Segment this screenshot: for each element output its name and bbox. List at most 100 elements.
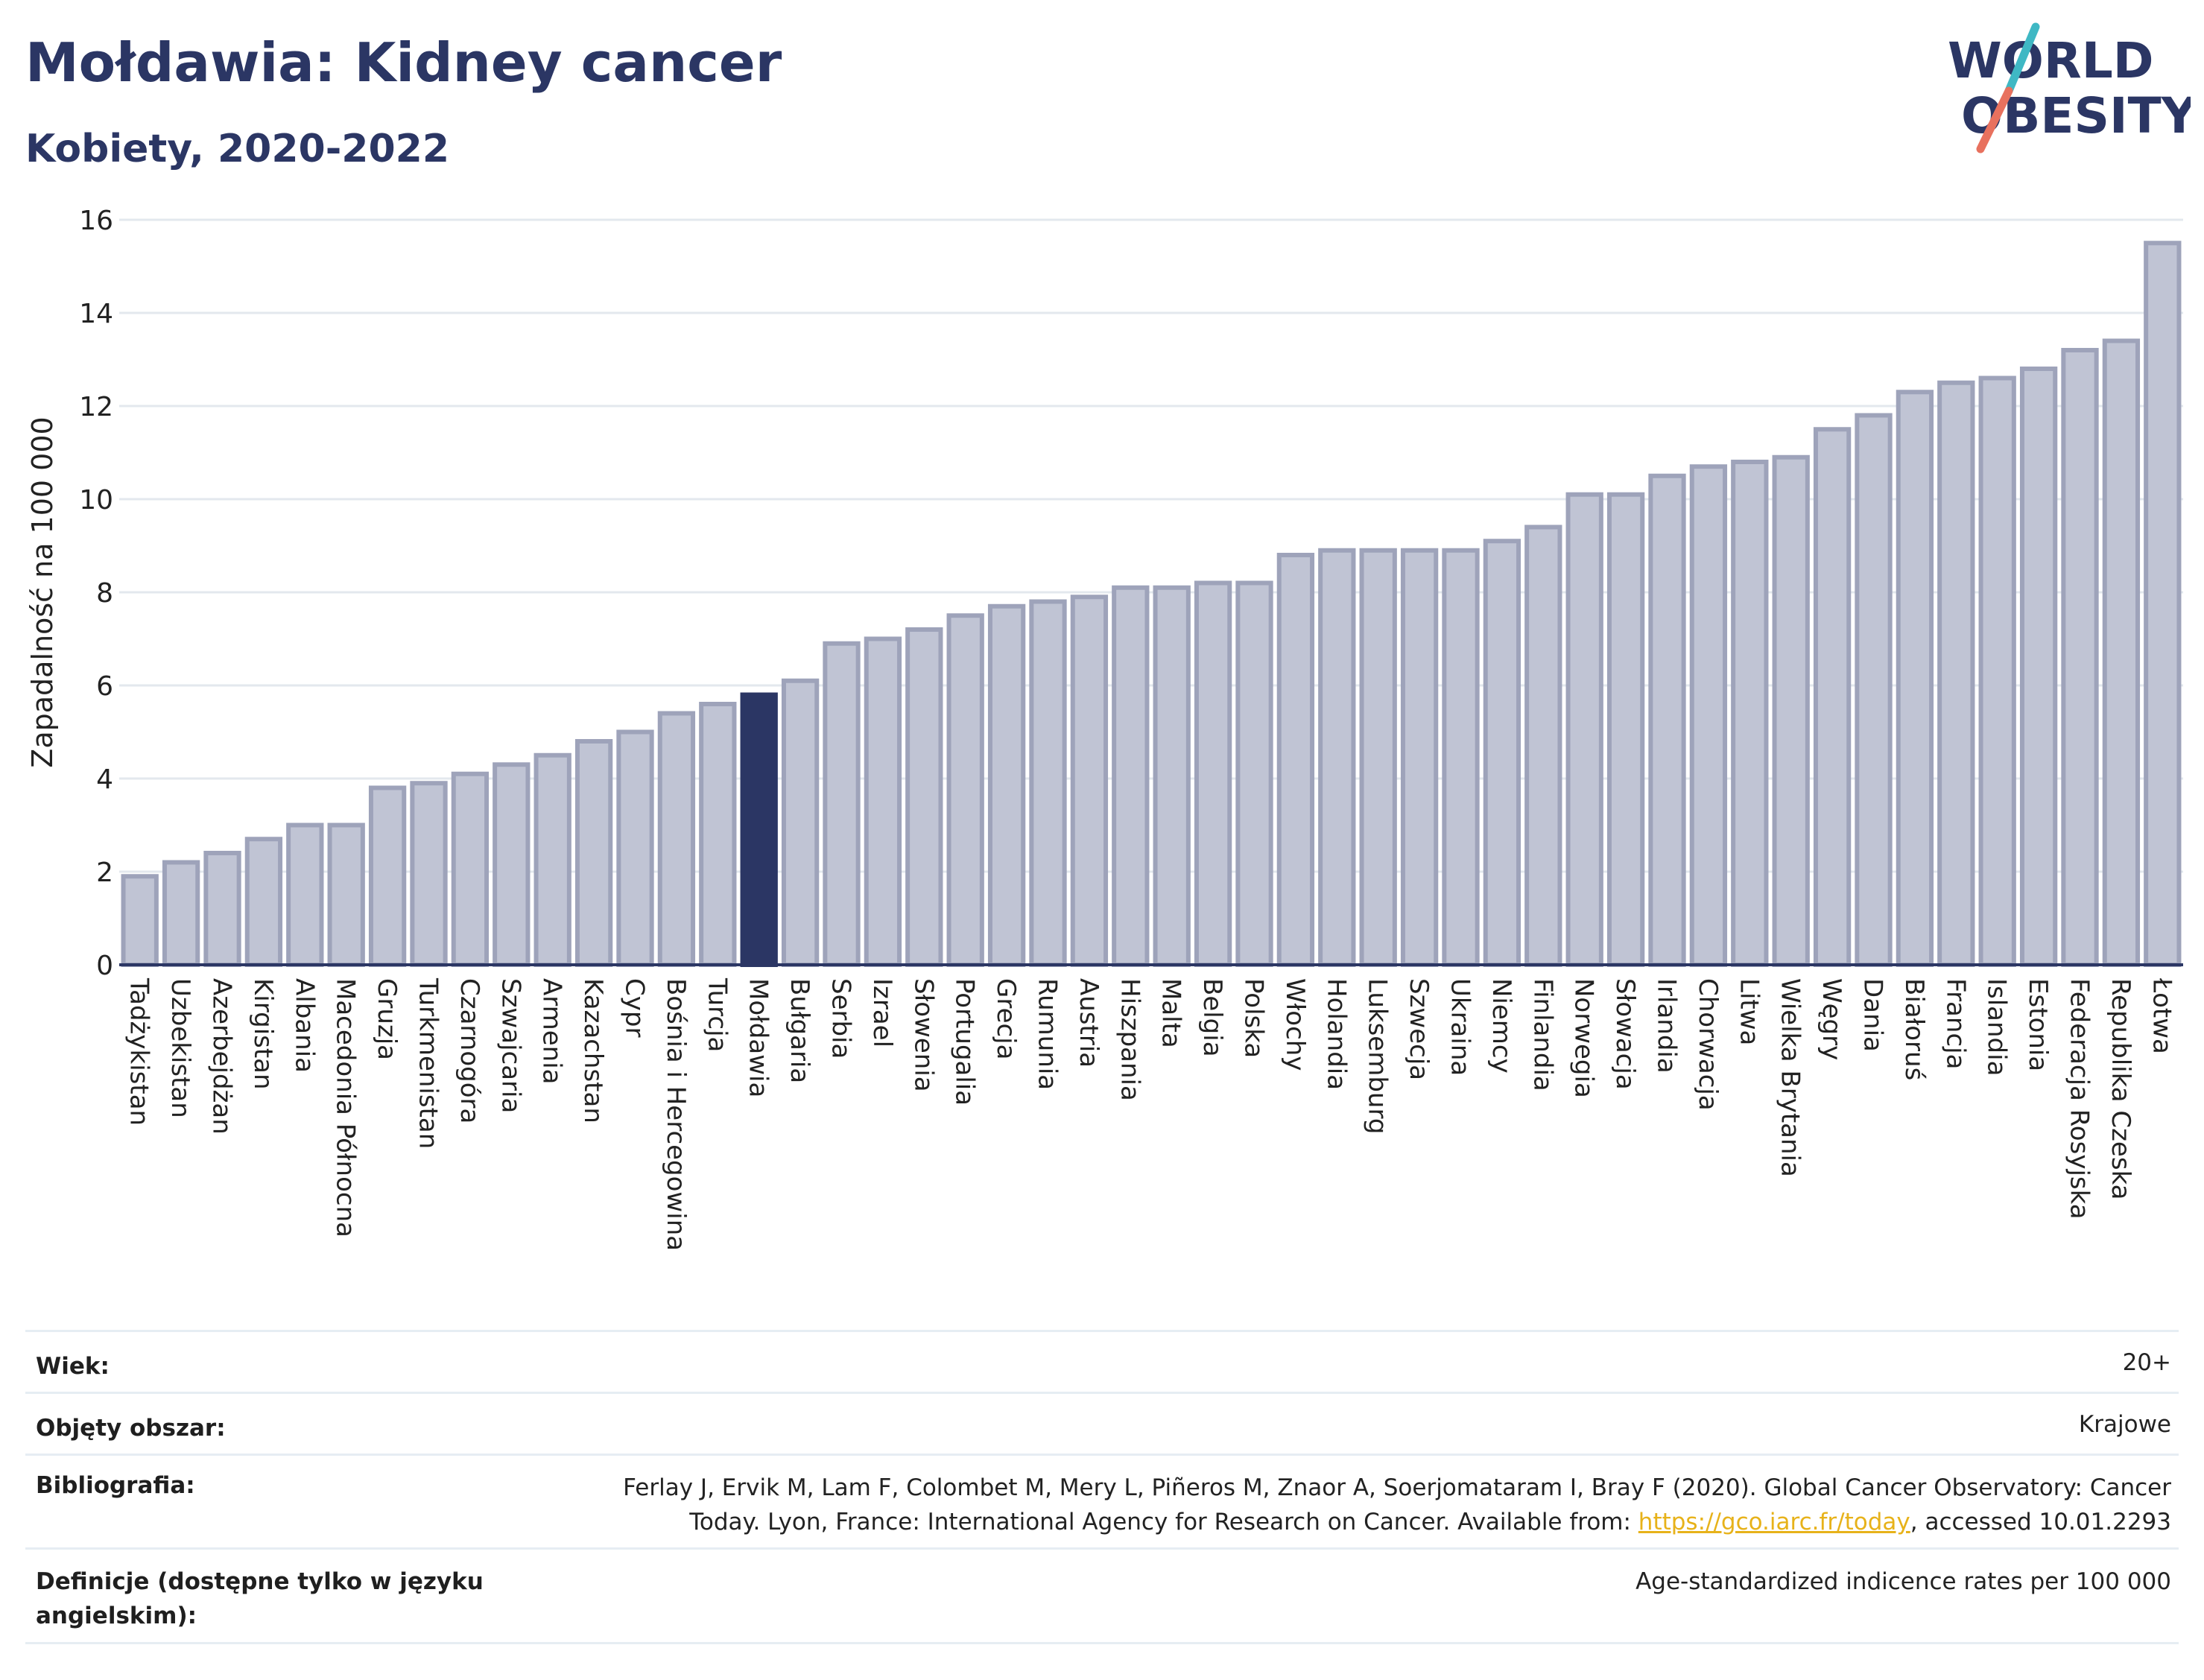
x-tick-label: Kazachstan <box>578 978 608 1123</box>
bar[interactable] <box>1194 580 1232 967</box>
bibliography-value: Ferlay J, Ervik M, Lam F, Colombet M, Me… <box>623 1471 2171 1539</box>
bars <box>121 241 2182 967</box>
age-value: 20+ <box>2122 1349 2171 1376</box>
bar[interactable] <box>987 603 1026 967</box>
bar[interactable] <box>203 851 241 967</box>
x-tick-label: Estonia <box>2023 978 2053 1071</box>
bar[interactable] <box>286 822 324 967</box>
x-tick-label: Izrael <box>867 978 897 1047</box>
y-tick-label: 8 <box>96 578 113 609</box>
bar[interactable] <box>1731 460 1769 967</box>
bar-chart: 0 2 4 6 8 10 12 14 16 Tadżykistan Uzbekistan Azerb… <box>26 206 2183 1251</box>
x-tick-label: Belgia <box>1197 978 1227 1057</box>
bibliography-line-2-text: Today. Lyon, France: International Agenc… <box>689 1509 1638 1535</box>
bar[interactable] <box>823 641 861 967</box>
y-tick-label: 12 <box>79 392 113 422</box>
x-tick-label: Rumunia <box>1033 978 1063 1090</box>
definitions-value: Age-standardized indicence rates per 100… <box>1635 1568 2171 1595</box>
bar[interactable] <box>1400 548 1439 967</box>
bar[interactable] <box>451 771 490 967</box>
bar[interactable] <box>1855 413 1893 967</box>
bibliography-line-2: Today. Lyon, France: International Agenc… <box>623 1505 2171 1539</box>
bar[interactable] <box>740 692 778 967</box>
y-tick-label: 16 <box>79 206 113 236</box>
x-tick-label: Republika Czeska <box>2106 978 2135 1200</box>
bar[interactable] <box>1896 390 1934 967</box>
bar[interactable] <box>1442 548 1480 967</box>
x-tick-label: Portugalia <box>950 978 980 1106</box>
info-row-coverage: Objęty obszar: Krajowe <box>25 1392 2179 1454</box>
bar[interactable] <box>121 874 159 967</box>
x-tick-label: Chorwacja <box>1693 978 1723 1111</box>
bar[interactable] <box>657 711 696 967</box>
bar[interactable] <box>1029 599 1067 967</box>
bar[interactable] <box>1648 473 1686 967</box>
bar[interactable] <box>244 837 283 967</box>
bar[interactable] <box>1689 464 1728 967</box>
info-row-bibliography: Bibliografia: Ferlay J, Ervik M, Lam F, … <box>25 1454 2179 1547</box>
bar[interactable] <box>368 785 407 967</box>
bar[interactable] <box>327 822 365 967</box>
bar[interactable] <box>1112 585 1150 967</box>
bar[interactable] <box>2061 348 2099 967</box>
bar[interactable] <box>1359 548 1397 967</box>
bar[interactable] <box>1772 454 1810 967</box>
bar[interactable] <box>781 678 820 967</box>
bar[interactable] <box>616 729 654 967</box>
x-tick-label: Włochy <box>1280 978 1310 1071</box>
x-tick-label: Słowenia <box>908 978 938 1092</box>
bar[interactable] <box>1153 585 1191 967</box>
bar[interactable] <box>699 702 737 967</box>
page-title: Mołdawia: Kidney cancer <box>25 31 782 94</box>
x-tick-label: Islandia <box>1982 978 2012 1076</box>
info-row-age: Wiek: 20+ <box>25 1330 2179 1392</box>
coverage-value: Krajowe <box>2078 1411 2171 1438</box>
bar[interactable] <box>2144 241 2182 967</box>
x-tick-label: Albania <box>289 978 319 1073</box>
page-subtitle: Kobiety, 2020-2022 <box>25 127 450 171</box>
y-tick-label: 6 <box>96 671 113 702</box>
bar[interactable] <box>946 613 984 967</box>
bar[interactable] <box>2102 338 2141 967</box>
x-tick-label: Turcja <box>702 977 732 1052</box>
x-axis-labels: Tadżykistan Uzbekistan Azerbejdżan Kirgista… <box>124 977 2177 1251</box>
bar[interactable] <box>1276 553 1315 967</box>
x-tick-label: Szwecja <box>1404 978 1434 1080</box>
x-tick-label: Łotwa <box>2147 977 2176 1054</box>
bar[interactable] <box>1483 539 1521 967</box>
x-tick-label: Ukraina <box>1445 978 1475 1076</box>
bar[interactable] <box>1565 492 1603 967</box>
logo-text-world: WORLD <box>1948 32 2154 89</box>
bar[interactable] <box>905 627 943 967</box>
bar[interactable] <box>1524 524 1562 967</box>
bibliography-link[interactable]: https://gco.iarc.fr/today <box>1638 1509 1910 1535</box>
bar[interactable] <box>1813 427 1852 967</box>
x-tick-label: Holandia <box>1321 978 1351 1090</box>
logo-slash-top <box>2004 22 2040 95</box>
info-row-definitions: Definicje (dostępne tylko w języku angie… <box>25 1547 2179 1644</box>
bar[interactable] <box>574 739 613 967</box>
bar[interactable] <box>1318 548 1356 967</box>
bar[interactable] <box>162 860 200 967</box>
bar[interactable] <box>1070 595 1109 967</box>
bibliography-label: Bibliografia: <box>36 1472 195 1499</box>
bar[interactable] <box>1606 492 1645 967</box>
bar[interactable] <box>1978 375 2016 967</box>
bar[interactable] <box>1937 380 1975 967</box>
y-tick-label: 0 <box>96 951 113 981</box>
bar[interactable] <box>533 752 571 967</box>
x-tick-label: Polska <box>1239 978 1269 1058</box>
bar[interactable] <box>1235 580 1273 967</box>
y-axis-label: Zapadalność na 100 000 <box>26 416 59 767</box>
y-tick-label: 10 <box>79 485 113 516</box>
x-tick-label: Francja <box>1940 978 1970 1069</box>
bar[interactable] <box>2019 367 2058 967</box>
bar[interactable] <box>864 636 902 967</box>
bar[interactable] <box>410 781 448 967</box>
x-tick-label: Hiszpania <box>1115 978 1144 1101</box>
x-tick-label: Słowacja <box>1610 978 1640 1090</box>
x-tick-label: Luksemburg <box>1363 978 1393 1134</box>
bar[interactable] <box>493 762 531 967</box>
x-tick-label: Dania <box>1858 978 1888 1052</box>
y-tick-label: 4 <box>96 764 113 795</box>
